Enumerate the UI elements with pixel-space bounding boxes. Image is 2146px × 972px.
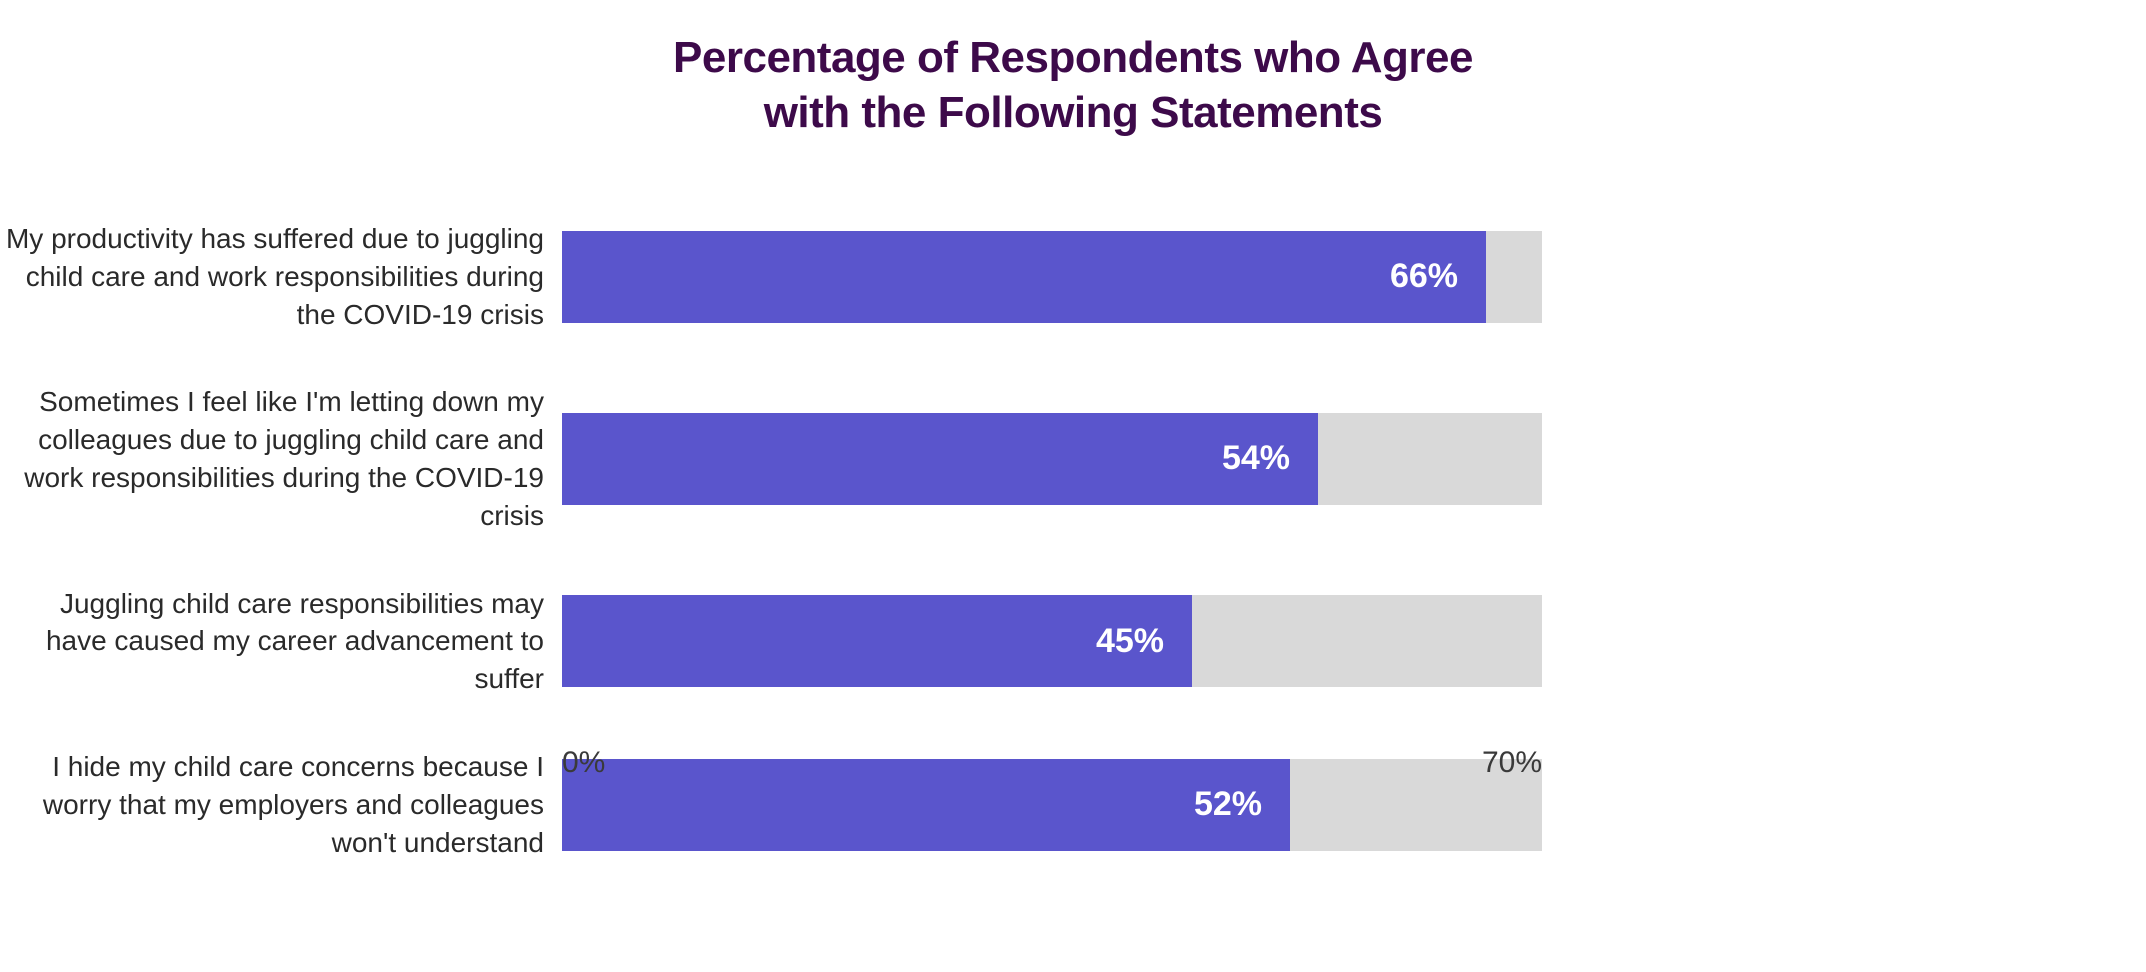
x-axis-min-label: 0% — [562, 746, 605, 780]
bar-track: 45% — [562, 595, 1542, 687]
bar-row: Sometimes I feel like I'm letting down m… — [0, 383, 2146, 534]
bar-label-text: My productivity has suffered due to jugg… — [0, 220, 562, 333]
bar-fill: 66% — [562, 231, 1486, 323]
bar-label-text: I hide my child care concerns because I … — [0, 748, 562, 861]
bar-track: 66% — [562, 231, 1542, 323]
bar-value-label: 52% — [1194, 785, 1290, 824]
respondent-agreement-chart: Percentage of Respondents who Agree with… — [0, 0, 2146, 972]
chart-title: Percentage of Respondents who Agree with… — [0, 30, 2146, 140]
x-axis: 0% 70% — [562, 746, 1542, 780]
chart-rows: My productivity has suffered due to jugg… — [0, 220, 2146, 911]
bar-label-text: Sometimes I feel like I'm letting down m… — [0, 383, 562, 534]
bar-value-label: 66% — [1390, 257, 1486, 296]
x-axis-max-label: 70% — [1482, 746, 1542, 780]
chart-title-line-2: with the Following Statements — [764, 88, 1383, 137]
bar-fill: 45% — [562, 595, 1192, 687]
bar-track: 54% — [562, 413, 1542, 505]
bar-row: Juggling child care responsibilities may… — [0, 585, 2146, 698]
bar-value-label: 54% — [1222, 439, 1318, 478]
bar-row: My productivity has suffered due to jugg… — [0, 220, 2146, 333]
bar-value-label: 45% — [1096, 622, 1192, 661]
bar-fill: 54% — [562, 413, 1318, 505]
chart-title-line-1: Percentage of Respondents who Agree — [673, 33, 1473, 82]
bar-label-text: Juggling child care responsibilities may… — [0, 585, 562, 698]
